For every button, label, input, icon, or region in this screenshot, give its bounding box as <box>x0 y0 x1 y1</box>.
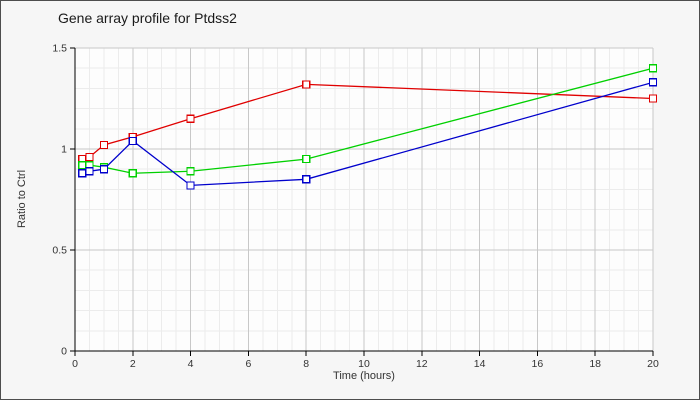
series-blue-marker <box>302 175 311 184</box>
series-green-marker <box>186 167 195 176</box>
series-red-marker <box>85 152 94 162</box>
y-axis-label: Ratio to Ctrl <box>16 169 28 229</box>
y-tick-label: 1 <box>61 144 67 156</box>
series-green-marker <box>648 64 658 73</box>
x-tick-label: 12 <box>416 358 428 370</box>
x-tick-label: 2 <box>130 358 136 370</box>
x-tick-label: 14 <box>474 358 486 370</box>
y-tick-label: 1.5 <box>52 43 67 55</box>
series-red-marker <box>186 114 195 123</box>
series-red-marker <box>648 94 658 103</box>
x-tick-label: 8 <box>303 358 309 370</box>
series-blue-marker <box>85 167 94 176</box>
series-green-marker <box>302 155 311 164</box>
chart-title: Gene array profile for Ptdss2 <box>58 10 237 26</box>
x-tick-label: 18 <box>589 358 601 370</box>
y-tick-label: 0 <box>61 346 67 358</box>
x-tick-label: 20 <box>647 358 659 370</box>
series-red-marker <box>302 80 311 89</box>
series-blue-marker <box>99 165 109 174</box>
series-blue-marker <box>78 169 87 178</box>
x-axis-label: Time (hours) <box>333 370 395 382</box>
y-tick-label: 0.5 <box>52 245 67 257</box>
x-tick-label: 10 <box>358 358 370 370</box>
series-blue-marker <box>648 78 658 87</box>
x-tick-label: 0 <box>72 358 78 370</box>
series-red-marker <box>99 140 109 150</box>
x-tick-label: 6 <box>245 358 251 370</box>
series-blue-marker <box>186 181 195 190</box>
x-tick-label: 4 <box>188 358 194 370</box>
x-tick-label: 16 <box>532 358 544 370</box>
series-green-marker <box>78 161 87 170</box>
series-green-marker <box>128 169 137 178</box>
series-blue-marker <box>128 136 137 146</box>
